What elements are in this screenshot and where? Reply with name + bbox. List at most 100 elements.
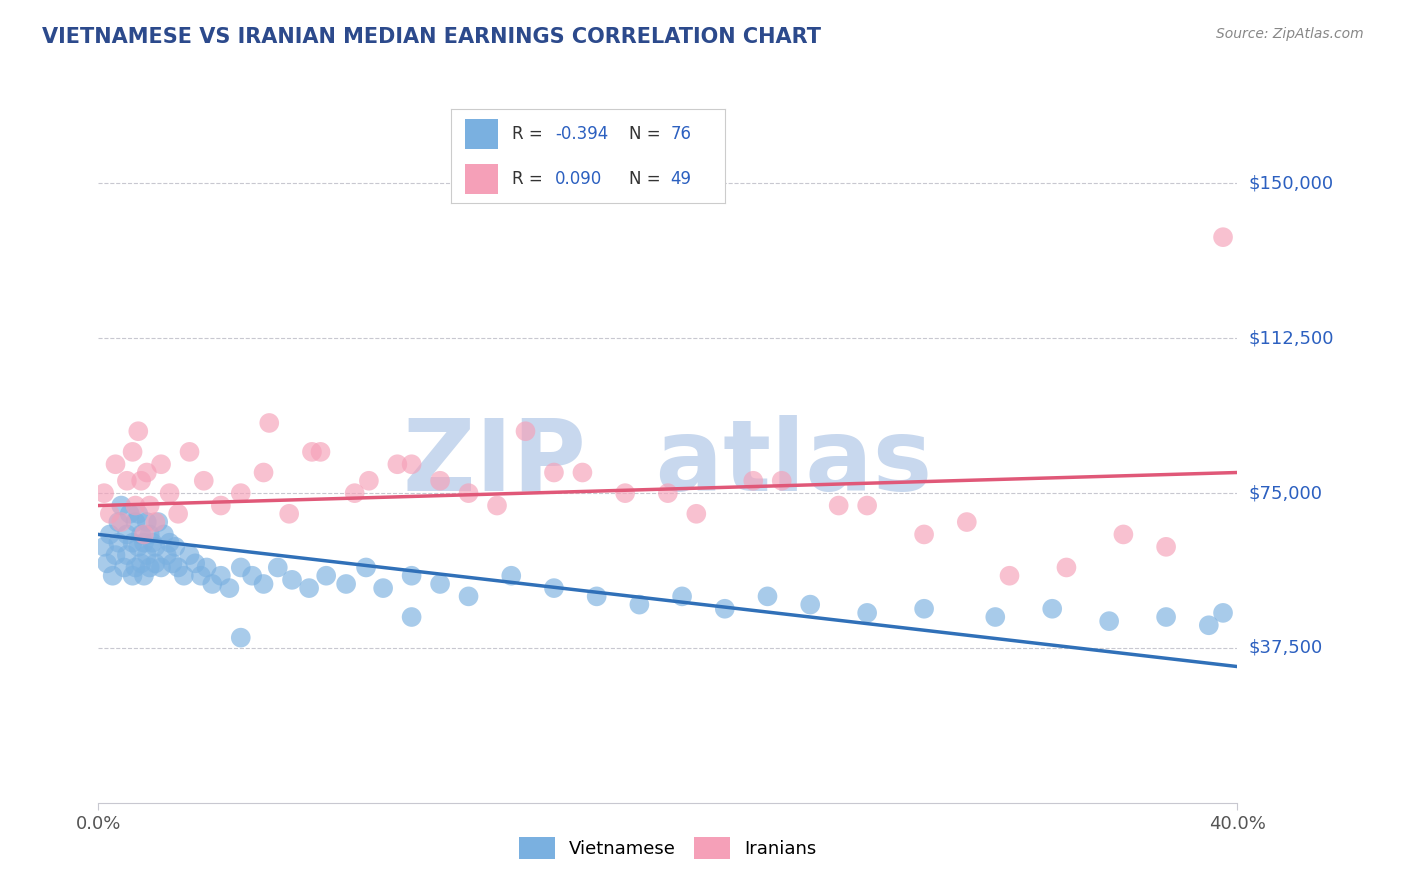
Iranians (259, 416, 281, 430)
Iranians (150, 457, 173, 471)
Vietnamese (115, 527, 138, 541)
Vietnamese (252, 577, 274, 591)
Vietnamese (184, 557, 207, 571)
Text: Source: ZipAtlas.com: Source: ZipAtlas.com (1216, 27, 1364, 41)
Iranians (614, 486, 637, 500)
Iranians (115, 474, 138, 488)
Vietnamese (457, 590, 479, 604)
Vietnamese (165, 540, 187, 554)
Iranians (127, 424, 149, 438)
Iranians (1056, 560, 1078, 574)
Iranians (309, 445, 332, 459)
Vietnamese (112, 560, 135, 574)
Iranians (193, 474, 215, 488)
Vietnamese (401, 610, 423, 624)
Vietnamese (129, 557, 152, 571)
Vietnamese (124, 560, 146, 574)
Vietnamese (141, 535, 163, 549)
Vietnamese (201, 577, 224, 591)
Vietnamese (148, 515, 170, 529)
Iranians (828, 499, 851, 513)
Vietnamese (138, 560, 160, 574)
Vietnamese (628, 598, 651, 612)
Vietnamese (138, 527, 160, 541)
Vietnamese (145, 557, 167, 571)
Vietnamese (195, 560, 218, 574)
Vietnamese (229, 560, 252, 574)
Vietnamese (335, 577, 357, 591)
Iranians (357, 474, 380, 488)
Iranians (252, 466, 274, 480)
Iranians (770, 474, 793, 488)
Iranians (179, 445, 201, 459)
Vietnamese (671, 590, 693, 604)
Vietnamese (145, 540, 167, 554)
Vietnamese (127, 507, 149, 521)
Vietnamese (912, 601, 935, 615)
Iranians (129, 474, 152, 488)
Vietnamese (281, 573, 304, 587)
Iranians (387, 457, 409, 471)
Iranians (657, 486, 679, 500)
Vietnamese (714, 601, 737, 615)
Iranians (124, 499, 146, 513)
Iranians (998, 568, 1021, 582)
Text: $150,000: $150,000 (1249, 175, 1333, 193)
Iranians (135, 466, 157, 480)
Vietnamese (107, 535, 129, 549)
Text: $112,500: $112,500 (1249, 329, 1334, 347)
Iranians (571, 466, 593, 480)
Iranians (856, 499, 879, 513)
Vietnamese (585, 590, 607, 604)
Vietnamese (229, 631, 252, 645)
Iranians (278, 507, 301, 521)
Vietnamese (135, 548, 157, 562)
Vietnamese (162, 557, 184, 571)
Vietnamese (132, 535, 155, 549)
Vietnamese (98, 527, 121, 541)
Iranians (956, 515, 979, 529)
Iranians (138, 499, 160, 513)
Vietnamese (156, 548, 179, 562)
Vietnamese (173, 568, 195, 582)
Iranians (159, 486, 181, 500)
Iranians (1112, 527, 1135, 541)
Vietnamese (153, 527, 176, 541)
Vietnamese (373, 581, 395, 595)
Iranians (1212, 230, 1234, 244)
Vietnamese (1098, 614, 1121, 628)
Iranians (486, 499, 509, 513)
Iranians (209, 499, 232, 513)
Vietnamese (167, 560, 190, 574)
Text: $75,000: $75,000 (1249, 484, 1323, 502)
Iranians (98, 507, 121, 521)
Text: $37,500: $37,500 (1249, 639, 1323, 657)
Vietnamese (267, 560, 290, 574)
Vietnamese (101, 568, 124, 582)
Iranians (301, 445, 323, 459)
Vietnamese (756, 590, 779, 604)
Vietnamese (124, 515, 146, 529)
Vietnamese (121, 568, 143, 582)
Vietnamese (104, 548, 127, 562)
Vietnamese (127, 540, 149, 554)
Vietnamese (135, 515, 157, 529)
Vietnamese (121, 535, 143, 549)
Iranians (685, 507, 707, 521)
Vietnamese (159, 535, 181, 549)
Vietnamese (209, 568, 232, 582)
Vietnamese (1212, 606, 1234, 620)
Iranians (1154, 540, 1177, 554)
Vietnamese (190, 568, 212, 582)
Iranians (104, 457, 127, 471)
Vietnamese (132, 568, 155, 582)
Vietnamese (354, 560, 377, 574)
Iranians (145, 515, 167, 529)
Iranians (912, 527, 935, 541)
Vietnamese (1040, 601, 1063, 615)
Vietnamese (799, 598, 821, 612)
Vietnamese (298, 581, 321, 595)
Iranians (429, 474, 451, 488)
Vietnamese (150, 560, 173, 574)
Text: ZIP  atlas: ZIP atlas (404, 415, 932, 512)
